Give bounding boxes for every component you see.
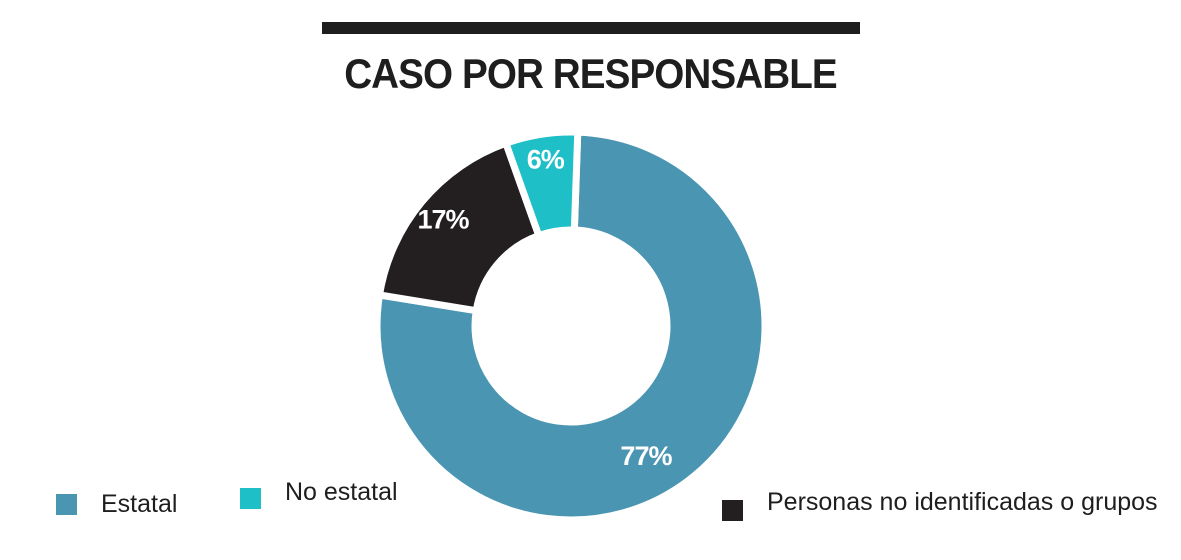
slice-label-personas: 17% — [418, 204, 470, 234]
legend-item-no-estatal: No estatal — [240, 478, 398, 513]
legend-label-personas: Personas no identificadas o grupos — [767, 488, 1158, 516]
legend-swatch-estatal — [56, 494, 77, 515]
slice-no-estatal — [501, 128, 582, 241]
slice-label-estatal: 77% — [620, 441, 672, 471]
slice-label-no-estatal: 6% — [527, 144, 565, 174]
chart-title: CASO POR RESPONSABLE — [344, 50, 838, 97]
slice-estatal — [373, 128, 769, 524]
legend-label-no-estatal: No estatal — [285, 478, 398, 506]
title-rule — [322, 22, 860, 34]
legend-swatch-personas — [722, 500, 743, 521]
legend-swatch-no-estatal — [240, 488, 261, 509]
legend-item-personas: Personas no identificadas o grupos — [722, 488, 1158, 521]
slice-personas — [375, 138, 544, 315]
legend-item-estatal: Estatal — [56, 490, 177, 519]
legend-label-estatal: Estatal — [101, 490, 178, 518]
